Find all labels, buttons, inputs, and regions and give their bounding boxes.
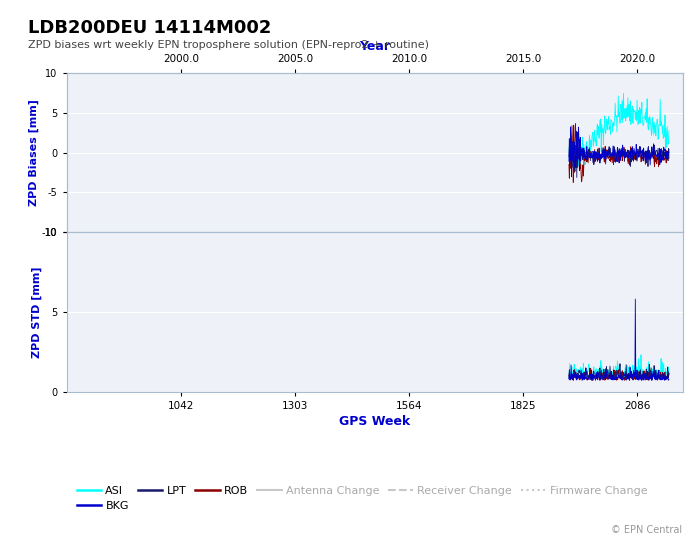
- Legend: ASI, BKG, LPT, ROB, Antenna Change, Receiver Change, Firmware Change: ASI, BKG, LPT, ROB, Antenna Change, Rece…: [72, 481, 652, 516]
- X-axis label: GPS Week: GPS Week: [339, 415, 410, 428]
- Text: LDB200DEU 14114M002: LDB200DEU 14114M002: [28, 19, 272, 37]
- Y-axis label: ZPD Biases [mm]: ZPD Biases [mm]: [29, 99, 39, 206]
- Text: ZPD biases wrt weekly EPN troposphere solution (EPN-repro2 + routine): ZPD biases wrt weekly EPN troposphere so…: [28, 40, 429, 51]
- Text: © EPN Central: © EPN Central: [611, 524, 682, 535]
- Y-axis label: ZPD STD [mm]: ZPD STD [mm]: [32, 266, 43, 357]
- X-axis label: Year: Year: [359, 40, 390, 53]
